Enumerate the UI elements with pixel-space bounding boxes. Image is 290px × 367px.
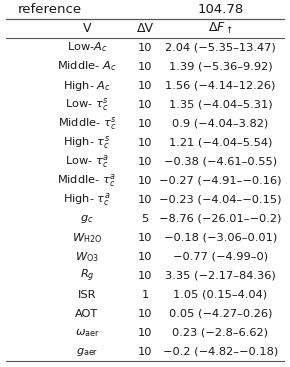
Text: 10: 10 [138, 119, 152, 128]
Text: 0.05 (−4.27–0.26): 0.05 (−4.27–0.26) [169, 309, 272, 319]
Text: 104.78: 104.78 [197, 3, 244, 16]
Text: 1.21 (−4.04–5.54): 1.21 (−4.04–5.54) [169, 138, 272, 148]
Text: $R_g$: $R_g$ [80, 268, 94, 284]
Text: ISR: ISR [78, 290, 96, 300]
Text: 2.04 (−5.35–13.47): 2.04 (−5.35–13.47) [165, 43, 276, 52]
Text: −0.27 (−4.91–−0.16): −0.27 (−4.91–−0.16) [159, 176, 282, 186]
Text: $W_{\mathrm{H2O}}$: $W_{\mathrm{H2O}}$ [72, 231, 102, 244]
Text: $g_c$: $g_c$ [80, 213, 94, 225]
Text: 10: 10 [138, 157, 152, 167]
Text: 0.9 (−4.04–3.82): 0.9 (−4.04–3.82) [172, 119, 269, 128]
Text: 10: 10 [138, 252, 152, 262]
Text: $\Delta F_{\uparrow}$: $\Delta F_{\uparrow}$ [208, 21, 233, 36]
Text: $\omega_{\mathrm{aer}}$: $\omega_{\mathrm{aer}}$ [75, 327, 99, 339]
Text: 0.23 (−2.8–6.62): 0.23 (−2.8–6.62) [172, 328, 269, 338]
Text: 10: 10 [138, 43, 152, 52]
Text: AOT: AOT [75, 309, 99, 319]
Text: 10: 10 [138, 99, 152, 110]
Text: 10: 10 [138, 347, 152, 357]
Text: $g_{\mathrm{aer}}$: $g_{\mathrm{aer}}$ [76, 346, 98, 358]
Text: reference: reference [17, 3, 81, 16]
Text: 10: 10 [138, 176, 152, 186]
Text: High- $\tau_c^a$: High- $\tau_c^a$ [63, 191, 111, 208]
Text: $W_{\mathrm{O3}}$: $W_{\mathrm{O3}}$ [75, 250, 99, 264]
Text: −0.77 (−4.99–0): −0.77 (−4.99–0) [173, 252, 268, 262]
Text: Middle- $A_c$: Middle- $A_c$ [57, 60, 117, 73]
Text: 10: 10 [138, 271, 152, 281]
Text: 5: 5 [142, 214, 148, 224]
Text: V: V [83, 22, 91, 35]
Text: 10: 10 [138, 328, 152, 338]
Text: −8.76 (−26.01–−0.2): −8.76 (−26.01–−0.2) [159, 214, 282, 224]
Text: High- $\tau_c^s$: High- $\tau_c^s$ [64, 134, 110, 151]
Text: −0.18 (−3.06–0.01): −0.18 (−3.06–0.01) [164, 233, 277, 243]
Text: 1.39 (−5.36–9.92): 1.39 (−5.36–9.92) [168, 62, 272, 72]
Text: 1.56 (−4.14–12.26): 1.56 (−4.14–12.26) [165, 81, 276, 91]
Text: Middle- $\tau_c^s$: Middle- $\tau_c^s$ [58, 115, 116, 132]
Text: 1.05 (0.15–4.04): 1.05 (0.15–4.04) [173, 290, 267, 300]
Text: 1: 1 [142, 290, 148, 300]
Text: 3.35 (−2.17–84.36): 3.35 (−2.17–84.36) [165, 271, 276, 281]
Text: High- $A_c$: High- $A_c$ [63, 79, 111, 92]
Text: 10: 10 [138, 233, 152, 243]
Text: ΔV: ΔV [137, 22, 153, 35]
Text: 10: 10 [138, 309, 152, 319]
Text: −0.38 (−4.61–0.55): −0.38 (−4.61–0.55) [164, 157, 277, 167]
Text: Low-$A_c$: Low-$A_c$ [67, 41, 107, 54]
Text: Low- $\tau_c^s$: Low- $\tau_c^s$ [65, 96, 109, 113]
Text: Middle- $\tau_c^a$: Middle- $\tau_c^a$ [57, 172, 117, 189]
Text: 10: 10 [138, 195, 152, 205]
Text: 1.35 (−4.04–5.31): 1.35 (−4.04–5.31) [168, 99, 272, 110]
Text: 10: 10 [138, 62, 152, 72]
Text: −0.23 (−4.04–−0.15): −0.23 (−4.04–−0.15) [159, 195, 282, 205]
Text: 10: 10 [138, 81, 152, 91]
Text: 10: 10 [138, 138, 152, 148]
Text: Low- $\tau_c^a$: Low- $\tau_c^a$ [65, 153, 109, 170]
Text: −0.2 (−4.82–−0.18): −0.2 (−4.82–−0.18) [163, 347, 278, 357]
